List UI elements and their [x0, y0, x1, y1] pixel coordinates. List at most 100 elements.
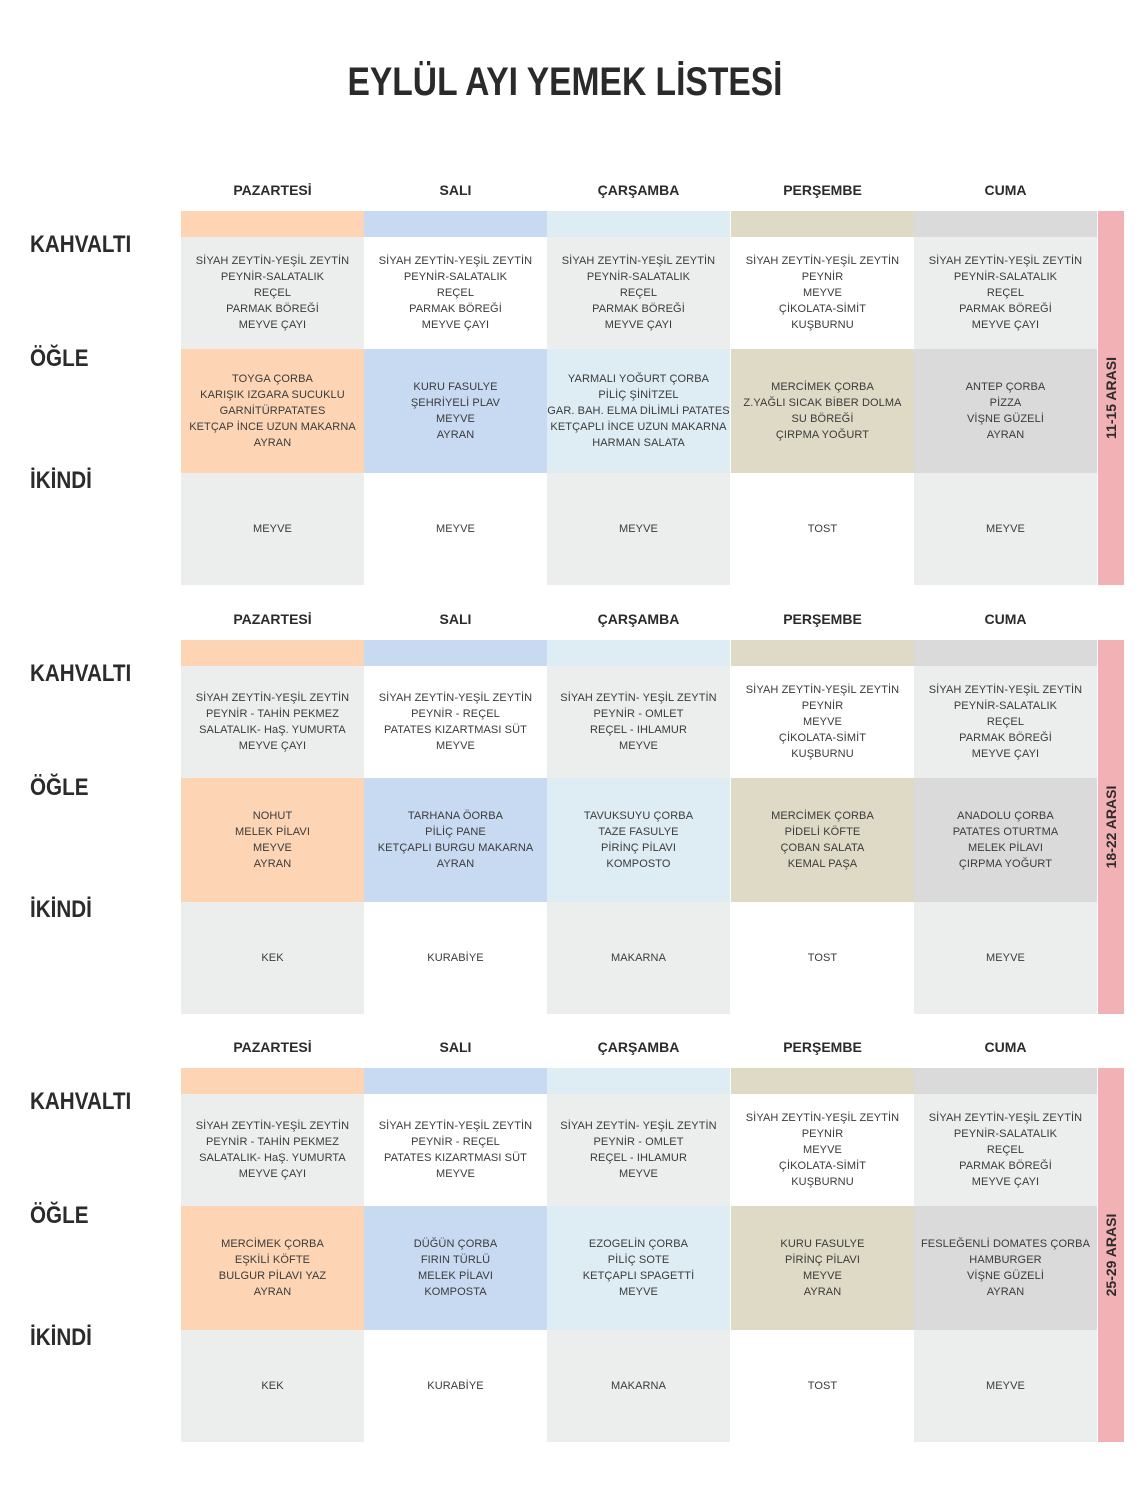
menu-items: MERCİMEK ÇORBA PİDELİ KÖFTE ÇOBAN SALATA KE…: [771, 808, 874, 872]
menu-item: PARMAK BÖREĞİ: [959, 732, 1052, 744]
page-title: EYLÜL AYI YEMEK LİSTESİ: [347, 60, 783, 104]
menu-items: KURU FASULYE ŞEHRİYELİ PLAV MEYVE AYRAN: [411, 379, 500, 443]
menu-item: PEYNİR-SALATALIK: [953, 700, 1058, 712]
menu-items: MEYVE: [986, 521, 1025, 537]
menu-item: PEYNİR-SALATALIK: [403, 271, 508, 283]
menu-cell: DÜĞÜN ÇORBA FIRIN TÜRLÜ MELEK PİLAVI KOMPOS…: [364, 1206, 547, 1330]
menu-item: ŞEHRİYELİ PLAV: [410, 397, 501, 409]
menu-item: MEYVE: [985, 952, 1025, 964]
menu-item: MEYVE: [802, 287, 842, 299]
menu-item: MEYVE: [435, 740, 475, 752]
menu-items: FESLEĞENLİ DOMATES ÇORBA HAMBURGER VİŞNE G…: [921, 1236, 1090, 1300]
menu-item: AYRAN: [436, 858, 475, 870]
week-range-label: 11-15 ARASI: [1103, 357, 1119, 439]
menu-cell: SİYAH ZEYTİN-YEŞİL ZEYTİN PEYNİR MEYVE ÇİKO…: [731, 666, 914, 778]
meal-label: KAHVALTI: [30, 660, 132, 687]
meal-label: ÖĞLE: [30, 774, 89, 801]
menu-item: KURU FASULYE: [413, 381, 498, 393]
menu-item: PEYNİR - TAHİN PEKMEZ: [205, 1136, 340, 1148]
menu-item: SALATALIK- HaŞ. YUMURTA: [199, 724, 346, 736]
menu-item: MEYVE ÇAYI: [238, 740, 307, 752]
menu-item: REÇEL: [986, 287, 1025, 299]
menu-item: AYRAN: [253, 858, 292, 870]
menu-item: MEYVE ÇAYI: [971, 748, 1040, 760]
menu-item: SİYAH ZEYTİN-YEŞİL ZEYTİN: [195, 692, 350, 704]
menu-cell: SİYAH ZEYTİN-YEŞİL ZEYTİN PEYNİR-SALATALI…: [181, 237, 364, 349]
menu-cell: YARMALI YOĞURT ÇORBA PİLİÇ ŞİNİTZEL GAR. B…: [547, 349, 730, 473]
menu-items: KEK: [261, 950, 283, 966]
menu-items: SİYAH ZEYTİN-YEŞİL ZEYTİN PEYNİR MEYVE ÇİKO…: [746, 682, 899, 762]
menu-item: PİDELİ KÖFTE: [784, 826, 861, 838]
menu-cell: FESLEĞENLİ DOMATES ÇORBA HAMBURGER VİŞNE G…: [914, 1206, 1097, 1330]
menu-item: VİŞNE GÜZELİ: [966, 1270, 1044, 1282]
menu-item: KETÇAPLI SPAGETTİ: [582, 1270, 695, 1282]
menu-item: PEYNİR - OMLET: [593, 708, 684, 720]
menu-item: MEYVE: [618, 1286, 658, 1298]
menu-items: TOYGA ÇORBA KARIŞIK IZGARA SUCUKLU GARNİTÜ…: [189, 371, 356, 451]
menu-item: SİYAH ZEYTİN-YEŞİL ZEYTİN: [928, 684, 1083, 696]
menu-item: KUŞBURNU: [791, 1176, 854, 1188]
day-color-band: [547, 1068, 730, 1094]
menu-items: MERCİMEK ÇORBA Z.YAĞLI SICAK BİBER DOLMA S…: [743, 379, 901, 443]
menu-item: MEYVE: [985, 1380, 1025, 1392]
menu-item: MELEK PİLAVI: [418, 1270, 493, 1282]
menu-item: PARMAK BÖREĞİ: [592, 303, 685, 315]
menu-item: SALATALIK- HaŞ. YUMURTA: [199, 1152, 346, 1164]
menu-item: PEYNİR-SALATALIK: [953, 1128, 1058, 1140]
menu-cell: TOST: [731, 1330, 914, 1442]
day-color-band: [181, 640, 364, 666]
week-range-label: 18-22 ARASI: [1103, 785, 1119, 869]
week-block: PAZARTESİ SALI ÇARŞAMBA PERŞEMBE CUMA KAHVALT…: [0, 175, 1146, 595]
menu-items: MEYVE: [986, 950, 1025, 966]
menu-items: SİYAH ZEYTİN-YEŞİL ZEYTİN PEYNİR MEYVE ÇİKO…: [746, 253, 899, 333]
menu-cell: MERCİMEK ÇORBA EŞKİLİ KÖFTE BULGUR PİLAVI …: [181, 1206, 364, 1330]
meal-label: ÖĞLE: [30, 1202, 89, 1229]
menu-item: SİYAH ZEYTİN-YEŞİL ZEYTİN: [745, 684, 900, 696]
menu-items: MEYVE: [436, 521, 475, 537]
menu-item: PATATES KIZARTMASI SÜT: [384, 1152, 527, 1164]
menu-item: SİYAH ZEYTİN-YEŞİL ZEYTİN: [195, 255, 350, 267]
menu-items: KURABİYE: [427, 950, 483, 966]
menu-item: AYRAN: [436, 429, 475, 441]
menu-item: KETÇAP İNCE UZUN MAKARNA: [189, 421, 356, 433]
menu-items: EZOGELİN ÇORBA PİLİÇ SOTE KETÇAPLI SPAGETT…: [583, 1236, 695, 1300]
menu-item: MEYVE ÇAYI: [604, 319, 673, 331]
menu-item: KEK: [261, 952, 284, 964]
menu-item: PEYNİR-SALATALIK: [586, 271, 691, 283]
menu-items: SİYAH ZEYTİN-YEŞİL ZEYTİN PEYNİR-SALATALI…: [929, 682, 1082, 762]
menu-item: PATATES OTURTMA: [952, 826, 1059, 838]
menu-item: KEK: [261, 1380, 284, 1392]
menu-cell: MEYVE: [364, 473, 547, 585]
menu-item: TAVUKSUYU ÇORBA: [583, 810, 694, 822]
menu-item: SİYAH ZEYTİN-YEŞİL ZEYTİN: [195, 1120, 350, 1132]
menu-cell: MERCİMEK ÇORBA PİDELİ KÖFTE ÇOBAN SALATA KE…: [731, 778, 914, 902]
menu-item: REÇEL - IHLAMUR: [589, 724, 688, 736]
day-color-band: [731, 1068, 914, 1094]
menu-cell: ANTEP ÇORBA PİZZA VİŞNE GÜZELİ AYRAN: [914, 349, 1097, 473]
week-range-tab: 25-29 ARASI: [1098, 1068, 1124, 1442]
menu-cell: MAKARNA: [547, 902, 730, 1014]
menu-item: MEYVE: [618, 523, 658, 535]
menu-cell: MAKARNA: [547, 1330, 730, 1442]
menu-cell: SİYAH ZEYTİN- YEŞİL ZEYTİN PEYNİR - OMLET…: [547, 1094, 730, 1206]
menu-item: DÜĞÜN ÇORBA: [413, 1238, 498, 1250]
menu-items: SİYAH ZEYTİN-YEŞİL ZEYTİN PEYNİR-SALATALI…: [196, 253, 349, 333]
menu-cell: ANADOLU ÇORBA PATATES OTURTMA MELEK PİLAVI…: [914, 778, 1097, 902]
menu-item: SİYAH ZEYTİN- YEŞİL ZEYTİN: [560, 692, 717, 704]
menu-item: PEYNİR-SALATALIK: [220, 271, 325, 283]
menu-items: SİYAH ZEYTİN- YEŞİL ZEYTİN PEYNİR - OMLET…: [560, 690, 716, 754]
menu-item: PARMAK BÖREĞİ: [226, 303, 319, 315]
menu-item: PARMAK BÖREĞİ: [959, 1160, 1052, 1172]
menu-cell: TOST: [731, 473, 914, 585]
menu-items: KEK: [261, 1378, 283, 1394]
menu-items: SİYAH ZEYTİN- YEŞİL ZEYTİN PEYNİR - OMLET…: [560, 1118, 716, 1182]
menu-item: MEYVE ÇAYI: [971, 1176, 1040, 1188]
day-header: PAZARTESİ: [233, 611, 312, 627]
menu-items: TOST: [808, 1378, 838, 1394]
menu-items: MEYVE: [619, 521, 658, 537]
menu-cell: MERCİMEK ÇORBA Z.YAĞLI SICAK BİBER DOLMA S…: [731, 349, 914, 473]
menu-item: PİRİNÇ PİLAVI: [784, 1254, 861, 1266]
menu-items: SİYAH ZEYTİN-YEŞİL ZEYTİN PEYNİR - REÇEL P…: [379, 690, 532, 754]
menu-item: PEYNİR - REÇEL: [411, 708, 500, 720]
menu-cell: KEK: [181, 1330, 364, 1442]
